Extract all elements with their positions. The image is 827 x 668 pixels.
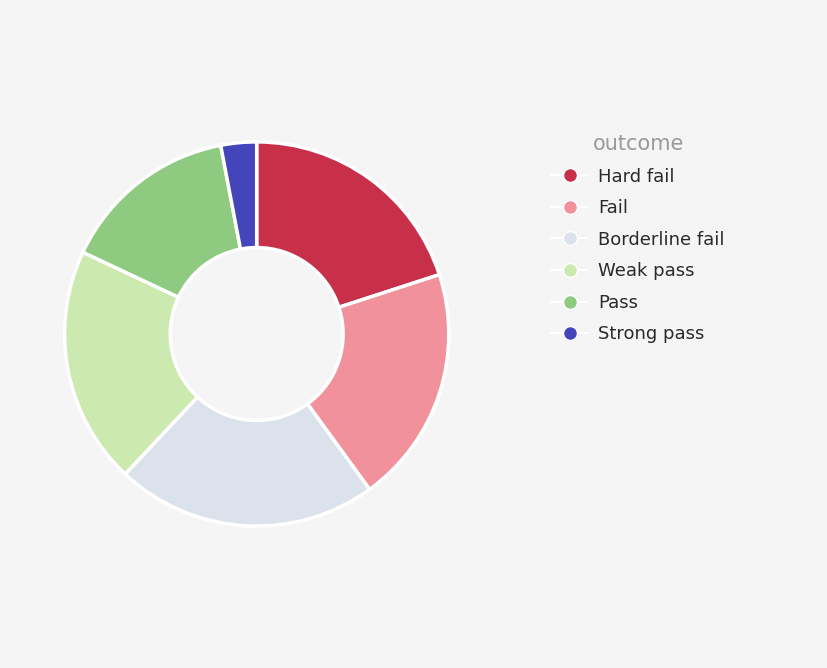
Legend: Hard fail, Fail, Borderline fail, Weak pass, Pass, Strong pass: Hard fail, Fail, Borderline fail, Weak p… — [543, 127, 731, 351]
Wedge shape — [65, 253, 198, 474]
Wedge shape — [125, 397, 369, 526]
Wedge shape — [307, 275, 448, 490]
Wedge shape — [256, 142, 439, 307]
Wedge shape — [221, 142, 256, 249]
Wedge shape — [83, 146, 240, 297]
